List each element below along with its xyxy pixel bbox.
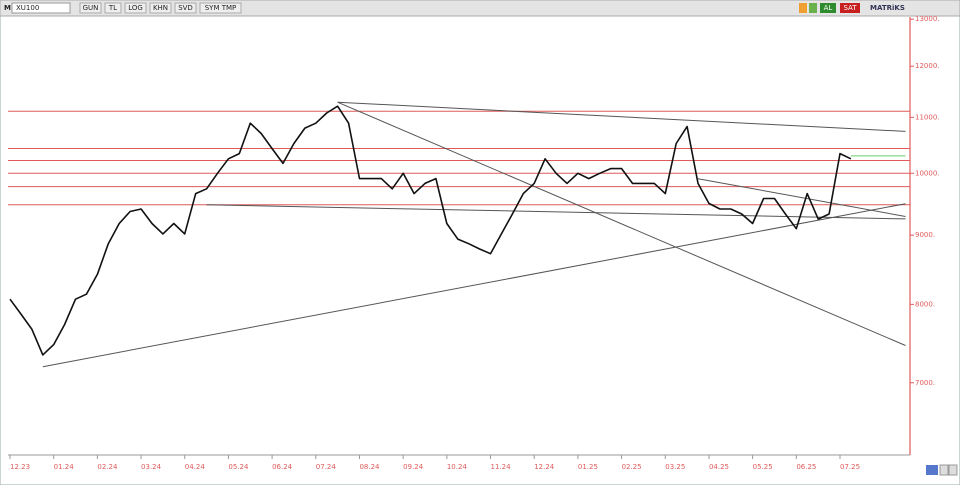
x-tick-label: 10.24 bbox=[447, 463, 468, 471]
toolbar-buttons: GUN TL LOG KHN SVD SYM TMP bbox=[79, 2, 242, 14]
buy-label: AL bbox=[824, 4, 833, 12]
y-tick-label: 9000. bbox=[915, 231, 935, 239]
trend-line bbox=[206, 204, 906, 220]
x-tick-label: 07.25 bbox=[840, 463, 860, 471]
x-tick-label: 03.24 bbox=[141, 463, 162, 471]
toolbar-button-label: LOG bbox=[128, 4, 143, 12]
toolbar-button-label: KHN bbox=[153, 4, 168, 12]
toolbar-button-label: SVD bbox=[178, 4, 193, 12]
price-line bbox=[9, 105, 852, 356]
x-tick-label: 01.24 bbox=[54, 463, 75, 471]
toolbar-button[interactable] bbox=[199, 2, 242, 14]
x-tick-label: 12.23 bbox=[10, 463, 30, 471]
y-tick-label: 12000. bbox=[915, 62, 940, 70]
x-tick-label: 06.25 bbox=[796, 463, 816, 471]
x-tick-label: 07.24 bbox=[316, 463, 337, 471]
trend-line bbox=[337, 101, 906, 132]
x-tick-label: 08.24 bbox=[359, 463, 380, 471]
x-tick-label: 05.24 bbox=[228, 463, 249, 471]
x-tick-label: 11.24 bbox=[491, 463, 512, 471]
y-tick-label: 13000. bbox=[915, 15, 940, 23]
trend-line bbox=[42, 203, 906, 368]
toolbar-button[interactable] bbox=[174, 2, 197, 14]
toolbar-button-label: GUN bbox=[83, 4, 99, 12]
symbol-box[interactable] bbox=[11, 2, 71, 14]
y-tick-label: 11000. bbox=[915, 113, 940, 121]
logo: M bbox=[4, 4, 11, 12]
toolbar-button[interactable] bbox=[124, 2, 147, 14]
x-tick-label: 01.25 bbox=[578, 463, 598, 471]
scroll-left[interactable] bbox=[939, 464, 949, 476]
x-tick-label: 02.24 bbox=[97, 463, 118, 471]
x-tick-label: 12.24 bbox=[534, 463, 555, 471]
x-tick-label: 09.24 bbox=[403, 463, 424, 471]
y-tick-label: 8000. bbox=[915, 300, 935, 308]
symbol: XU100 bbox=[16, 4, 39, 12]
sell-label: SAT bbox=[843, 4, 857, 12]
toolbar-button[interactable] bbox=[104, 2, 122, 14]
trend-line bbox=[337, 101, 906, 346]
x-tick-label: 02.25 bbox=[622, 463, 642, 471]
trend-line bbox=[697, 178, 906, 217]
icon bbox=[809, 3, 817, 13]
y-tick-label: 10000. bbox=[915, 169, 940, 177]
icon bbox=[799, 3, 807, 13]
x-tick-label: 03.25 bbox=[665, 463, 685, 471]
x-tick-label: 04.25 bbox=[709, 463, 729, 471]
brand: MATRiKS bbox=[870, 4, 905, 12]
toolbar-button[interactable] bbox=[149, 2, 172, 14]
toolbar-button-label: TL bbox=[108, 4, 117, 12]
x-tick-label: 05.25 bbox=[753, 463, 773, 471]
x-tick-label: 04.24 bbox=[185, 463, 206, 471]
toolbar-button-label: SYM TMP bbox=[205, 4, 237, 12]
sell-button[interactable] bbox=[840, 3, 860, 13]
scroll-right[interactable] bbox=[948, 464, 958, 476]
x-tick-label: 06.24 bbox=[272, 463, 293, 471]
icon[interactable] bbox=[926, 465, 938, 475]
toolbar-button[interactable] bbox=[79, 2, 102, 14]
buy-button[interactable] bbox=[820, 3, 836, 13]
y-tick-label: 7000. bbox=[915, 379, 935, 387]
